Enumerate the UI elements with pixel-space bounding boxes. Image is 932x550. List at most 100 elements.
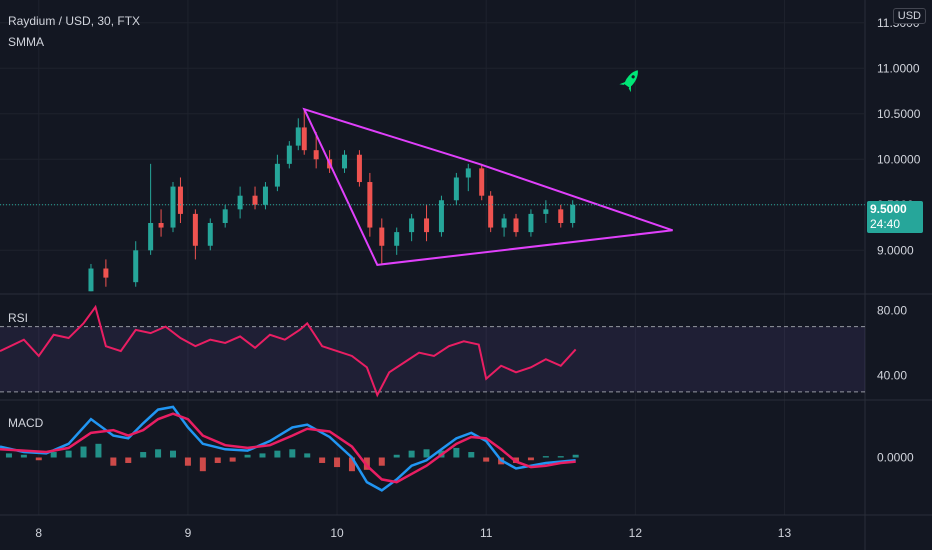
candle (528, 213, 534, 233)
macd-histogram-bar (259, 453, 266, 458)
macd-histogram-bar (244, 454, 251, 458)
macd-histogram-bar (363, 457, 370, 470)
macd-histogram-bar (319, 457, 326, 463)
candle (513, 218, 519, 233)
candle (301, 127, 307, 151)
rocket-fin (619, 81, 632, 93)
macd-histogram-bar (140, 452, 147, 458)
macd-histogram-bar (289, 449, 296, 458)
macd-signal-line (0, 412, 576, 484)
macd-histogram-bar (214, 457, 221, 463)
triangle-pattern (302, 107, 673, 266)
time-axis-tick: 12 (629, 526, 643, 540)
rsi-pane-label[interactable]: RSI (8, 311, 29, 325)
last-price-tag: 9.5000 24:40 (867, 201, 923, 233)
price-axis-tick: 10.0000 (877, 152, 921, 166)
candle (438, 200, 444, 233)
macd-histogram-bar (468, 452, 475, 458)
rsi-line (0, 304, 577, 398)
candle (394, 232, 400, 246)
macd-histogram-bar (184, 457, 191, 466)
macd-histogram-bar (348, 457, 355, 472)
macd-histogram-bar (50, 452, 57, 458)
candle (379, 227, 385, 246)
candle (543, 209, 549, 214)
macd-histogram-bar (35, 457, 42, 461)
macd-histogram-bar (125, 457, 132, 463)
candle (501, 218, 507, 228)
time-axis-tick: 11 (480, 526, 493, 540)
candle (295, 127, 301, 146)
candle (313, 150, 319, 160)
time-axis-tick: 8 (35, 526, 42, 540)
macd-histogram-bar (170, 450, 176, 458)
candle (222, 209, 228, 224)
candle (103, 268, 109, 278)
rocket-body (624, 70, 638, 88)
macd-histogram-bar (557, 456, 564, 458)
candle (465, 168, 471, 178)
macd-histogram-bar (542, 456, 549, 458)
time-axis-tick: 10 (330, 526, 344, 540)
smma-indicator-label[interactable]: SMMA (8, 35, 44, 49)
candle (192, 213, 198, 246)
candle (88, 268, 94, 292)
candle (558, 209, 564, 224)
candle (170, 186, 176, 228)
candle (133, 250, 139, 283)
macd-histogram-bar (304, 453, 311, 458)
candle (252, 195, 258, 205)
macd-histogram-bar (453, 447, 460, 458)
macd-histogram-bar (110, 457, 117, 466)
candle (342, 154, 348, 169)
macd-histogram-bar (95, 443, 102, 458)
macd-histogram-bar (229, 457, 236, 462)
rsi-axis-tick: 80.00 (877, 303, 907, 317)
last-price-value: 9.5000 (870, 202, 907, 216)
rocket-window (631, 75, 635, 79)
candle (479, 168, 485, 196)
macd-histogram-bar (155, 449, 162, 458)
macd-histogram-bar (80, 446, 87, 458)
price-axis-tick: 11.0000 (877, 61, 920, 75)
rocket-icon (619, 70, 638, 93)
symbol-title: Raydium / USD, 30, FTX (8, 14, 141, 28)
candle (207, 223, 213, 246)
candle (356, 154, 362, 183)
candle (274, 163, 280, 187)
candle (148, 223, 154, 251)
candle (424, 218, 430, 233)
macd-pane-label[interactable]: MACD (8, 416, 44, 430)
candle (158, 223, 164, 228)
macd-histogram-bar (408, 450, 415, 458)
bar-countdown: 24:40 (870, 217, 901, 231)
candle (453, 177, 459, 201)
macd-histogram-bar (20, 454, 27, 458)
macd-histogram-bar (393, 454, 400, 458)
macd-histogram-bar (527, 457, 534, 461)
macd-histogram-bar (65, 450, 72, 458)
currency-button[interactable]: USD (892, 8, 926, 24)
macd-histogram-bar (378, 457, 385, 466)
macd-histogram-bar (334, 457, 341, 468)
candle (409, 218, 415, 233)
time-axis-tick: 13 (778, 526, 792, 540)
macd-histogram-bar (274, 450, 281, 458)
price-axis-tick: 10.5000 (877, 107, 921, 121)
candle (237, 195, 243, 210)
candle (488, 195, 494, 228)
macd-axis-tick: 0.0000 (877, 451, 914, 465)
time-axis-tick: 9 (185, 526, 192, 540)
candle (570, 204, 576, 224)
candle (262, 186, 268, 205)
macd-histogram-bar (572, 454, 579, 458)
rsi-band-fill (0, 326, 865, 392)
macd-histogram-bar (5, 453, 12, 458)
candle (286, 145, 292, 164)
macd-histogram-bar (199, 457, 206, 472)
price-axis-tick: 9.0000 (877, 243, 914, 257)
macd-histogram-bar (483, 457, 490, 462)
candle (177, 186, 183, 214)
macd-histogram-bar (423, 449, 430, 458)
